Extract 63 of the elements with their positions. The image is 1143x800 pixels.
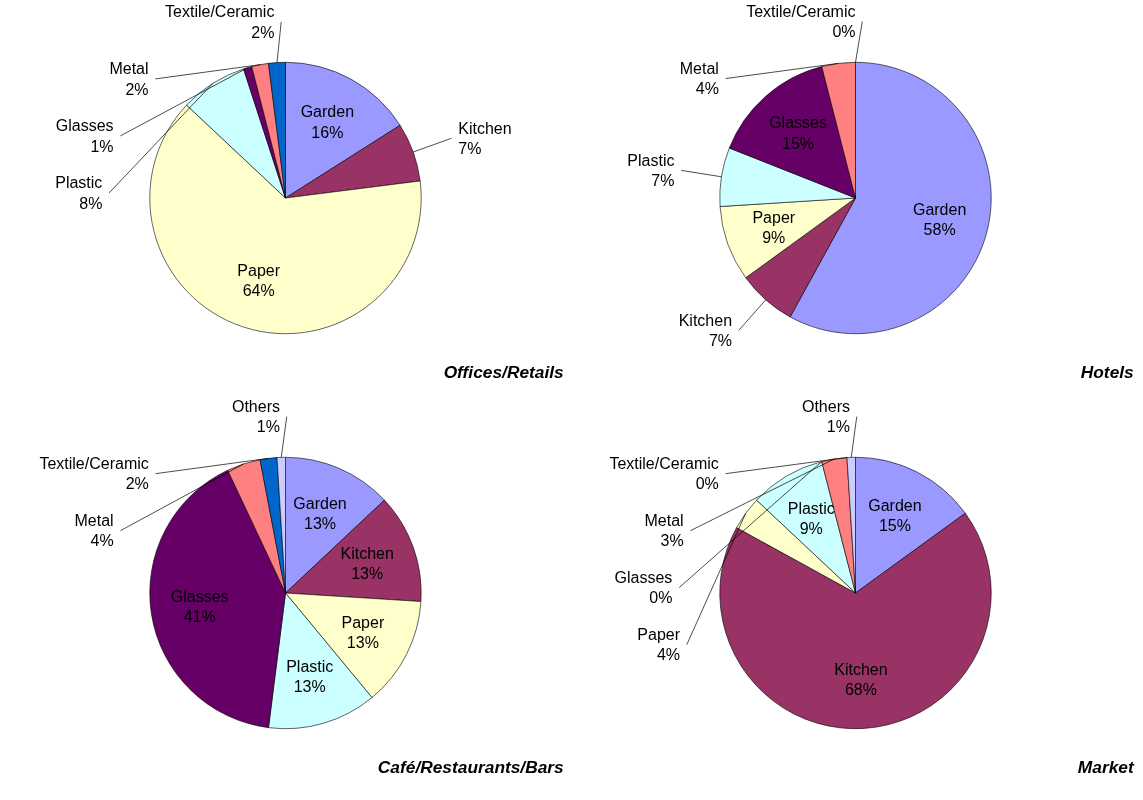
data-label: 13% (351, 565, 384, 583)
slice-label: Metal (644, 511, 684, 529)
slice-label: Kitchen (678, 311, 733, 329)
slice-label: Kitchen (458, 119, 512, 137)
data-label: 1% (90, 137, 114, 155)
text: Market (1077, 756, 1135, 777)
data-label: 7% (458, 139, 482, 157)
data-label: 1% (256, 418, 280, 436)
slice-label: Kitchen (340, 544, 394, 562)
text: Café/Restaurants/Bars (377, 756, 565, 777)
slice-label: Glasses (170, 587, 229, 605)
data-label: 16% (311, 123, 344, 141)
slice-label: Paper (637, 625, 681, 643)
data-label: 2% (125, 475, 149, 493)
text: 0% (649, 589, 673, 607)
slice-label: Garden (912, 200, 967, 218)
slice-label: Garden (293, 494, 347, 512)
data-label: 41% (183, 608, 216, 626)
slice-label: Textile/Ceramic (39, 454, 149, 472)
slice-label: Garden (868, 496, 922, 514)
data-label: 2% (251, 23, 275, 41)
slice-label: Plastic (286, 657, 334, 675)
slice-label: Metal (679, 59, 719, 77)
slice-label: Plastic (627, 151, 675, 169)
slice-label: Plastic (55, 174, 103, 192)
text: 0% (832, 23, 856, 41)
data-label: 64% (242, 282, 275, 300)
slice-label: Glasses (769, 114, 827, 132)
data-label: 8% (79, 194, 103, 212)
slice-label: Others (231, 397, 280, 415)
data-label: 7% (651, 172, 675, 190)
data-label: 2% (125, 80, 149, 98)
data-label: 58% (923, 221, 956, 239)
data-label: 15% (878, 517, 911, 535)
slice-label: Others (801, 397, 850, 415)
category-label: Textile/Ceramic (609, 454, 719, 472)
slice-label: Paper (341, 613, 385, 631)
slice-label: Paper (752, 208, 796, 226)
data-label: 7% (708, 332, 733, 350)
data-label: 9% (799, 519, 823, 537)
category-label: Textile/Ceramic (746, 2, 856, 20)
data-label: 9% (762, 229, 786, 247)
slice-label: Garden (300, 103, 355, 121)
slice-label: Kitchen (834, 660, 888, 678)
slice-label: Paper (237, 261, 281, 279)
slice-label: Metal (74, 511, 114, 529)
data-label: 13% (346, 634, 379, 652)
text: Offices/Retails (443, 361, 565, 382)
data-label: 68% (844, 681, 877, 699)
slice-label: Textile/Ceramic (165, 3, 275, 21)
slice-label: Glasses (55, 117, 114, 135)
category-label: Glasses (614, 568, 673, 586)
slice-label: Metal (109, 60, 149, 78)
data-label: 3% (660, 532, 684, 550)
data-label: 4% (90, 532, 114, 550)
data-label: 4% (656, 646, 681, 664)
data-label: 13% (293, 678, 326, 696)
text: 0% (695, 475, 719, 493)
data-label: 15% (782, 134, 815, 152)
data-label: 4% (695, 80, 719, 98)
data-label: 1% (826, 418, 850, 436)
data-label: 13% (303, 514, 337, 532)
text: Hotels (1080, 361, 1135, 382)
